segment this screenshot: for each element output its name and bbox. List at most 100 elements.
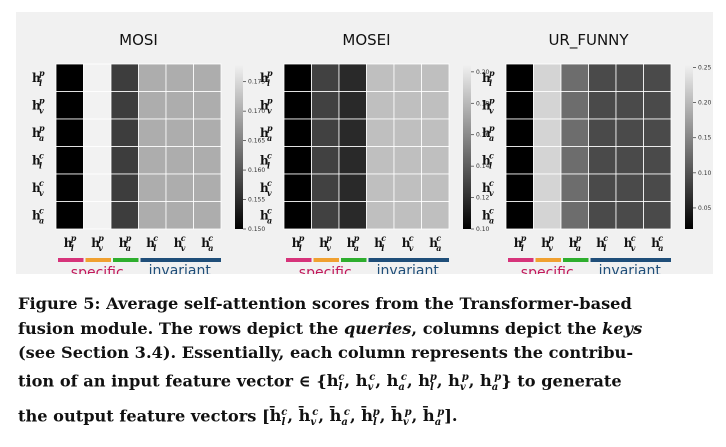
caption-keys: keys xyxy=(602,318,643,338)
h-label: h xyxy=(32,126,41,140)
h-subscript: v xyxy=(489,188,494,198)
h-label: h xyxy=(32,71,41,85)
h-superscript: c xyxy=(603,233,608,243)
heatmap-cell xyxy=(83,118,112,147)
h-superscript: p xyxy=(354,233,360,243)
colorbar-tick-label: 0.16 xyxy=(476,132,490,139)
heatmap-cell xyxy=(588,118,617,147)
heatmap-cell xyxy=(110,118,139,147)
heatmap-cell xyxy=(615,173,644,202)
colorbar-tick-label: 0.10 xyxy=(476,226,490,233)
heatmap-cell xyxy=(138,146,167,175)
h-superscript: c xyxy=(208,233,213,243)
heatmap-cell xyxy=(83,173,112,202)
caption-queries: queries xyxy=(343,318,412,338)
heatmap-cell xyxy=(83,91,112,120)
group-bar-specific xyxy=(535,258,561,262)
heatmap-cell xyxy=(338,63,367,92)
h-superscript: c xyxy=(489,178,494,188)
h-subscript: l xyxy=(39,160,42,170)
heatmap-cell xyxy=(588,201,617,230)
caption-text: fusion module. The rows depict the xyxy=(18,318,339,338)
h-subscript: v xyxy=(326,243,331,253)
group-bar-specific xyxy=(341,258,367,262)
caption-text: the output feature vectors [ xyxy=(18,406,270,426)
heatmap-cell xyxy=(505,146,534,175)
h-label: h xyxy=(482,71,491,85)
h-label: h xyxy=(624,236,633,250)
heatmap-cell xyxy=(533,146,562,175)
h-subscript: v xyxy=(181,243,186,253)
h-superscript: c xyxy=(658,233,663,243)
group-bar-invariant xyxy=(140,258,221,262)
heatmap-cell xyxy=(283,118,312,147)
h-subscript: a xyxy=(658,243,663,253)
colorbar-tick-label: 0.155 xyxy=(248,197,265,204)
h-subscript: v xyxy=(548,243,553,253)
h-label: h xyxy=(260,153,269,167)
heatmap-cell xyxy=(643,118,672,147)
h-label: h xyxy=(91,236,100,250)
caption-text: } to generate xyxy=(501,370,622,390)
caption-line-4: tion of an input feature vector ∈ {hlc, … xyxy=(18,366,718,401)
colorbar-tick-label: 0.18 xyxy=(476,100,490,107)
heatmap-cell xyxy=(505,173,534,202)
h-superscript: c xyxy=(631,233,636,243)
caption-text: Figure 5: Average self-attention scores … xyxy=(18,294,632,313)
heatmap-cell xyxy=(393,118,422,147)
h-subscript: v xyxy=(267,188,272,198)
h-label: h xyxy=(32,181,41,195)
h-label: h xyxy=(32,153,41,167)
heatmap-cell xyxy=(283,91,312,120)
heatmap-cell xyxy=(165,63,194,92)
h-label: h xyxy=(146,236,155,250)
heatmap-cell xyxy=(366,118,395,147)
h-subscript: a xyxy=(208,243,213,253)
h-superscript: p xyxy=(521,233,527,243)
heatmap-cell xyxy=(560,173,589,202)
heatmap-cell xyxy=(83,146,112,175)
heatmap-cell xyxy=(55,91,84,120)
heatmap-cell xyxy=(338,91,367,120)
h-superscript: c xyxy=(267,178,272,188)
h-superscript: p xyxy=(71,233,77,243)
h-superscript: p xyxy=(98,233,104,243)
caption-line-3: (see Section 3.4). Essentially, each col… xyxy=(18,341,718,366)
h-label: h xyxy=(260,98,269,112)
heatmap-cell xyxy=(311,91,340,120)
heatmap-cell xyxy=(560,118,589,147)
group-label-specific: specific xyxy=(71,265,124,274)
h-subscript: l xyxy=(521,243,524,253)
heatmap-cell xyxy=(138,91,167,120)
h-superscript: c xyxy=(436,233,441,243)
h-subscript: l xyxy=(603,243,606,253)
panel-title: MOSI xyxy=(119,31,158,49)
h-subscript: a xyxy=(576,243,581,253)
heatmap-cell xyxy=(393,201,422,230)
colorbar-tick-label: 0.165 xyxy=(248,138,265,145)
h-label: h xyxy=(347,236,356,250)
panel-title: UR_FUNNY xyxy=(548,31,629,50)
group-label-specific: specific xyxy=(521,265,574,274)
heatmap-cell xyxy=(311,63,340,92)
h-label: h xyxy=(260,126,269,140)
h-superscript: p xyxy=(267,123,273,133)
heatmap-cell xyxy=(110,173,139,202)
h-superscript: p xyxy=(299,233,305,243)
heatmap-cell xyxy=(55,146,84,175)
colorbar-tick-label: 0.20 xyxy=(476,69,490,76)
heatmap-cell xyxy=(366,63,395,92)
heatmap-cell xyxy=(338,146,367,175)
heatmap-cell xyxy=(560,63,589,92)
h-label: h xyxy=(429,236,438,250)
h-subscript: a xyxy=(267,133,272,143)
heatmap-cell xyxy=(588,91,617,120)
heatmap-cell xyxy=(505,91,534,120)
colorbar-tick-label: 0.14 xyxy=(476,163,490,170)
heatmap-cell xyxy=(138,173,167,202)
colorbar-tick-label: 0.05 xyxy=(698,205,712,212)
h-label: h xyxy=(482,181,491,195)
heatmap-cell xyxy=(421,173,450,202)
